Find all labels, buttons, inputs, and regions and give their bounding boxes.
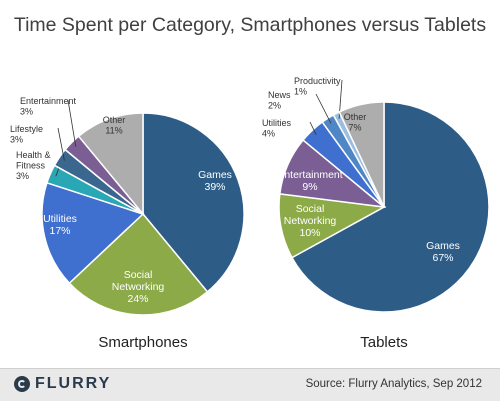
label-smartphones-utilities: Utilities 17% [43, 213, 77, 237]
footer: FLURRY Source: Flurry Analytics, Sep 201… [0, 368, 500, 401]
slice-smartphones-social-networking [68, 212, 209, 316]
flurry-logo: FLURRY [14, 375, 111, 393]
label-smartphones-other: Other 11% [103, 115, 126, 136]
pie-charts: Games 39% Social Networking 24% Utilities 17% H… [10, 76, 490, 351]
logo-text: FLURRY [35, 375, 112, 392]
leader-tablets-utilities [309, 121, 317, 135]
pie-name-tablets: Tablets [360, 334, 408, 351]
label-tablets-news: News 2% [268, 90, 291, 111]
label-tablets-other: Other 7% [344, 112, 367, 133]
label-tablets-entertainment: Entertainment 9% [277, 169, 342, 193]
label-tablets-games: Games 67% [426, 240, 460, 264]
pie-smartphones: Games 39% Social Networking 24% Utilities 17% H… [10, 96, 245, 316]
pie-tablets: Games 67% Social Networking 10% Entertainment… [262, 76, 490, 313]
slice-smartphones-utilities [41, 181, 145, 285]
label-smartphones-games: Games 39% [198, 169, 232, 193]
leader-smartphones-entertainment [67, 99, 77, 147]
label-smartphones-health-fitness: Health & Fitness 3% [16, 150, 51, 181]
leader-smartphones-lifestyle [57, 127, 65, 161]
leader-tablets-news [315, 93, 332, 124]
slice-smartphones-games [142, 112, 245, 293]
source-note: Source: Flurry Analytics, Sep 2012 [305, 378, 482, 390]
chart-title: Time Spent per Category, Smartphones ver… [13, 14, 487, 36]
label-tablets-productivity: Productivity 1% [294, 76, 341, 97]
label-smartphones-lifestyle: Lifestyle 3% [10, 124, 43, 145]
flurry-logo-icon [14, 376, 30, 392]
slice-smartphones-other [77, 112, 144, 217]
label-tablets-utilities: Utilities 4% [262, 118, 292, 139]
slice-tablets-games [290, 101, 490, 313]
label-smartphones-social-networking: Social Networking 24% [112, 269, 165, 305]
label-smartphones-entertainment: Entertainment 3% [20, 96, 77, 117]
slice-tablets-other [338, 101, 385, 208]
pie-name-smartphones: Smartphones [98, 334, 187, 351]
label-tablets-social-networking: Social Networking 10% [284, 203, 337, 239]
